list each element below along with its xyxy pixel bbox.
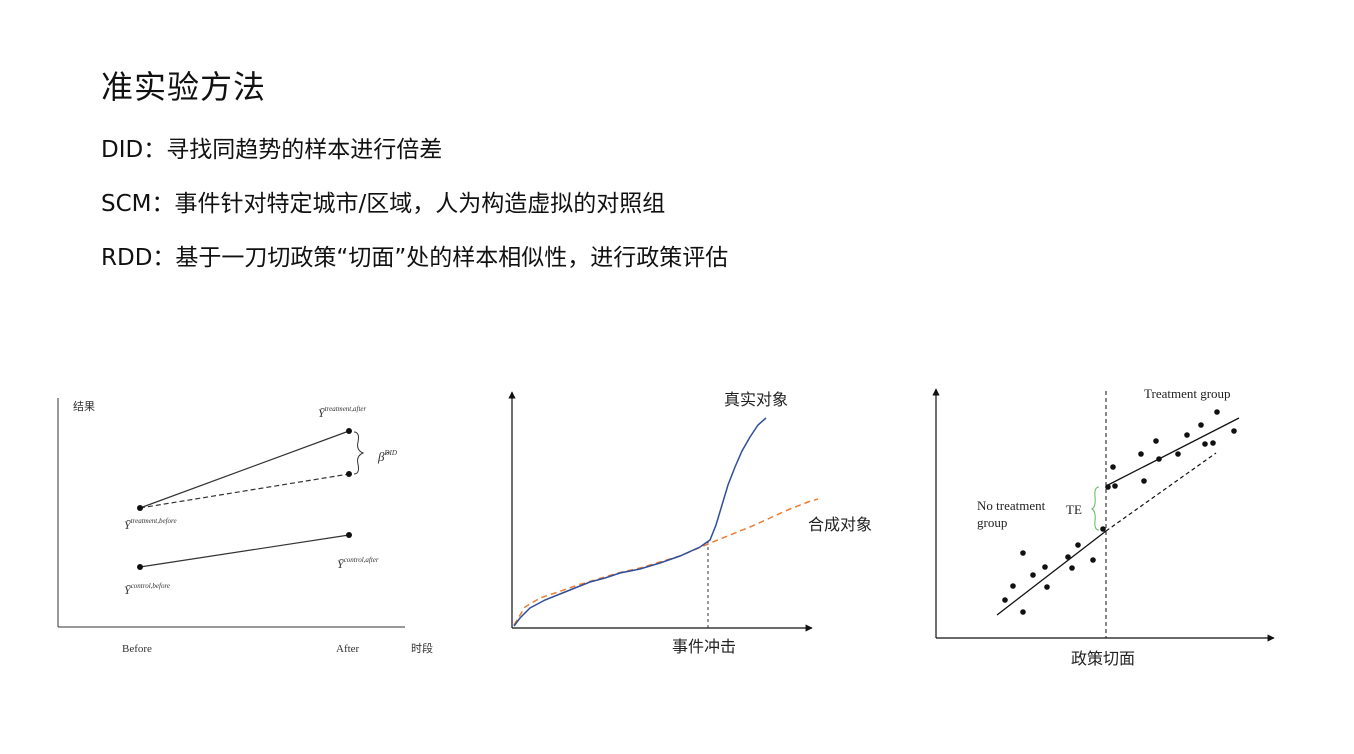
did-point xyxy=(346,471,352,477)
rdd-point xyxy=(1100,526,1106,532)
rdd-treatment-fit xyxy=(1105,417,1240,487)
bullet-label: RDD： xyxy=(101,245,176,271)
bullet-label: DID： xyxy=(101,137,167,163)
rdd-point xyxy=(1042,564,1048,570)
did-treatment-line xyxy=(139,430,350,509)
rdd-x-label: 政策切面 xyxy=(1071,649,1135,668)
rdd-point xyxy=(1090,557,1096,563)
rdd-no-treatment-label: No treatment xyxy=(977,498,1046,513)
rdd-point xyxy=(1112,483,1118,489)
rdd-no-treatment-label-2: group xyxy=(977,515,1007,530)
rdd-point xyxy=(1044,584,1050,590)
did-control-line xyxy=(139,534,350,568)
rdd-points xyxy=(1002,409,1237,615)
scm-synthetic-label: 合成对象 xyxy=(808,515,872,534)
rdd-point xyxy=(1110,464,1116,470)
bullet-scm: SCM：事件针对特定城市/区域，人为构造虚拟的对照组 xyxy=(101,184,665,218)
did-y-label: 结果 xyxy=(73,400,95,413)
did-sup: treatment,after xyxy=(325,405,367,413)
rdd-point xyxy=(1105,484,1111,490)
scm-event-label: 事件冲击 xyxy=(672,637,736,656)
rdd-point xyxy=(1184,432,1190,438)
rdd-point xyxy=(1210,440,1216,446)
did-x-label: 时段 xyxy=(411,641,433,655)
rdd-point xyxy=(1141,478,1147,484)
rdd-point xyxy=(1065,554,1071,560)
did-tick-after: After xyxy=(336,643,360,655)
rdd-point xyxy=(1075,542,1081,548)
rdd-point xyxy=(1214,409,1220,415)
did-point xyxy=(346,532,352,538)
bullet-label: SCM： xyxy=(101,191,175,217)
did-point xyxy=(346,428,352,434)
did-counterfactual-line xyxy=(139,473,350,509)
rdd-point xyxy=(1010,583,1016,589)
rdd-point xyxy=(1020,609,1026,615)
rdd-point xyxy=(1175,451,1181,457)
rdd-point xyxy=(1156,456,1162,462)
did-point xyxy=(137,505,143,511)
rdd-control-fit xyxy=(996,530,1107,616)
scm-real-label: 真实对象 xyxy=(724,390,788,409)
did-sup: treatment,before xyxy=(131,517,177,525)
rdd-point xyxy=(1138,451,1144,457)
bullet-rdd: RDD：基于一刀切政策“切面”处的样本相似性，进行政策评估 xyxy=(101,238,728,272)
bullet-text: 事件针对特定城市/区域，人为构造虚拟的对照组 xyxy=(174,191,666,217)
rdd-point xyxy=(1231,428,1237,434)
did-sup: control,after xyxy=(344,556,379,564)
rdd-point xyxy=(1198,422,1204,428)
rdd-treatment-label: Treatment group xyxy=(1144,386,1231,401)
rdd-point xyxy=(1202,441,1208,447)
bullet-text: 寻找同趋势的样本进行倍差 xyxy=(166,137,443,163)
rdd-te-brace xyxy=(1090,486,1100,531)
rdd-control-extension xyxy=(1105,452,1217,532)
bullet-did: DID：寻找同趋势的样本进行倍差 xyxy=(101,130,442,164)
rdd-point xyxy=(1030,572,1036,578)
rdd-point xyxy=(1020,550,1026,556)
slide-title: 准实验方法 xyxy=(101,68,267,106)
rdd-point xyxy=(1002,597,1008,603)
scm-real-line xyxy=(513,417,767,627)
rdd-point xyxy=(1069,565,1075,571)
did-brace xyxy=(353,431,365,475)
scm-synthetic-line xyxy=(513,498,819,626)
did-point xyxy=(137,564,143,570)
did-tick-before: Before xyxy=(122,643,152,655)
rdd-te-label: TE xyxy=(1066,502,1082,517)
did-sup: control,before xyxy=(131,582,170,590)
rdd-point xyxy=(1153,438,1159,444)
did-beta-sup: DID xyxy=(383,449,396,457)
bullet-text: 基于一刀切政策“切面”处的样本相似性，进行政策评估 xyxy=(175,245,729,271)
